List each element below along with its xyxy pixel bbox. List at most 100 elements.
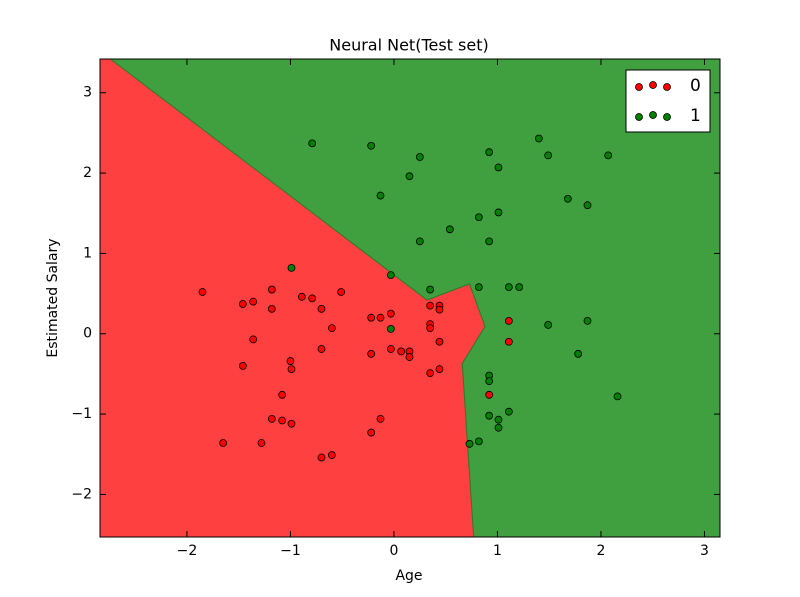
- data-point: [219, 439, 228, 447]
- data-point: [317, 304, 326, 313]
- legend-marker: [649, 111, 657, 119]
- data-point: [435, 305, 444, 314]
- x-tick-label: −2: [177, 543, 198, 559]
- legend-marker: [663, 113, 671, 121]
- data-point: [494, 415, 503, 424]
- y-axis-label: Estimated Salary: [45, 238, 61, 357]
- data-point: [278, 416, 287, 425]
- data-point: [367, 428, 376, 437]
- data-point: [544, 151, 553, 160]
- data-point: [367, 141, 376, 150]
- data-point: [278, 390, 287, 399]
- y-tick-label: 3: [83, 85, 92, 101]
- data-point: [405, 172, 414, 181]
- data-point: [474, 437, 483, 446]
- data-point: [308, 139, 317, 148]
- data-point: [386, 309, 395, 318]
- data-point: [267, 304, 276, 313]
- data-point: [257, 439, 266, 447]
- data-point: [337, 288, 346, 296]
- data-point: [249, 297, 258, 306]
- x-tick-label: 1: [493, 543, 502, 559]
- data-point: [317, 345, 326, 353]
- data-point: [583, 201, 592, 210]
- y-tick-label: 2: [83, 165, 92, 181]
- x-tick-label: 0: [389, 543, 398, 559]
- data-point: [465, 439, 474, 448]
- x-axis-label: Age: [395, 568, 422, 584]
- data-point: [376, 191, 385, 200]
- data-point: [386, 325, 395, 333]
- data-point: [415, 153, 424, 161]
- data-point: [397, 347, 406, 356]
- data-point: [327, 451, 336, 459]
- data-point: [426, 369, 435, 378]
- data-point: [267, 285, 276, 294]
- data-point: [544, 321, 553, 329]
- data-point: [376, 313, 385, 322]
- data-point: [613, 392, 622, 401]
- data-point: [386, 271, 395, 280]
- data-point: [485, 377, 494, 386]
- data-point: [494, 423, 503, 432]
- data-point: [426, 301, 435, 310]
- data-point: [574, 349, 583, 358]
- data-point: [494, 208, 503, 217]
- data-point: [504, 407, 513, 416]
- data-point: [504, 337, 513, 346]
- legend: 01: [625, 69, 711, 133]
- data-point: [445, 225, 454, 234]
- data-point: [504, 316, 513, 325]
- plot-frame: [99, 58, 721, 538]
- data-point: [604, 151, 613, 160]
- data-point: [405, 353, 414, 361]
- data-point: [367, 349, 376, 358]
- y-tick-label: 0: [83, 326, 92, 342]
- legend-label: 1: [690, 106, 701, 126]
- data-point: [297, 292, 306, 301]
- y-tick-label: 1: [83, 245, 92, 261]
- data-point: [474, 283, 483, 292]
- data-point: [238, 361, 247, 370]
- y-tick-label: −1: [71, 406, 92, 422]
- data-point: [474, 213, 483, 222]
- data-point: [485, 237, 494, 246]
- legend-marker: [635, 113, 643, 121]
- data-point: [494, 163, 503, 172]
- data-point: [435, 337, 444, 346]
- legend-marker: [649, 81, 657, 89]
- data-point: [249, 335, 258, 344]
- x-tick-label: −1: [280, 543, 301, 559]
- data-point: [485, 411, 494, 420]
- data-point: [308, 294, 317, 303]
- data-point: [287, 419, 296, 428]
- legend-label: 0: [690, 76, 701, 96]
- data-point: [286, 357, 295, 365]
- data-point: [287, 263, 296, 272]
- legend-box: [625, 69, 711, 133]
- data-point: [386, 345, 395, 353]
- data-point: [327, 324, 336, 333]
- data-point: [504, 283, 513, 292]
- data-point: [426, 324, 435, 333]
- data-point: [198, 288, 207, 296]
- data-point: [238, 300, 247, 308]
- legend-marker: [635, 83, 643, 91]
- data-point: [426, 285, 435, 294]
- legend-marker: [663, 83, 671, 91]
- data-point: [317, 453, 326, 462]
- data-point: [376, 415, 385, 423]
- x-tick-label: 2: [597, 543, 606, 559]
- data-point: [583, 316, 592, 325]
- y-tick-label: −2: [71, 486, 92, 502]
- data-point: [485, 148, 494, 157]
- data-point: [563, 194, 572, 203]
- data-point: [534, 134, 543, 143]
- data-point: [267, 415, 276, 423]
- data-point: [287, 365, 296, 373]
- chart-title: Neural Net(Test set): [329, 36, 488, 55]
- data-point: [435, 365, 444, 373]
- x-tick-label: 3: [700, 543, 709, 559]
